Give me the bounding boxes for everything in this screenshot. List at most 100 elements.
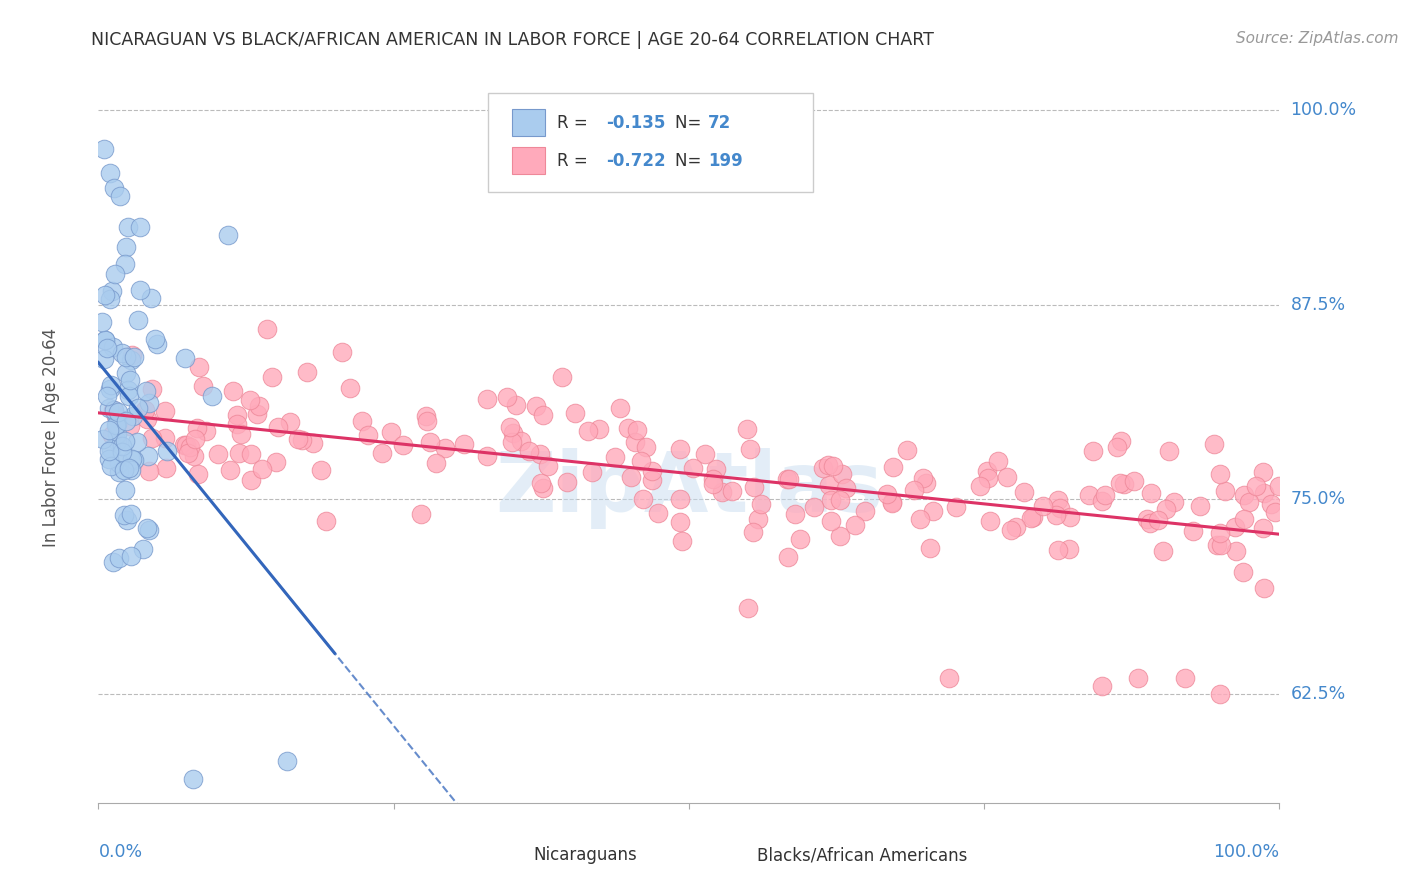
Point <box>1032 499 1054 513</box>
Point <box>124 350 146 364</box>
Point <box>1140 486 1163 500</box>
Point <box>155 460 177 475</box>
Point <box>100 378 122 392</box>
Point <box>371 446 394 460</box>
Point <box>112 508 135 522</box>
Point <box>669 442 692 456</box>
Point <box>246 407 269 421</box>
Point <box>108 551 131 566</box>
Text: N=: N= <box>675 152 706 169</box>
Point <box>186 421 208 435</box>
Point <box>1157 444 1180 458</box>
Point <box>1253 581 1275 595</box>
Point <box>104 409 127 423</box>
FancyBboxPatch shape <box>502 848 529 867</box>
Point <box>853 504 876 518</box>
Point <box>938 671 960 685</box>
Point <box>517 443 540 458</box>
Point <box>1232 566 1254 580</box>
Point <box>1005 519 1028 533</box>
Point <box>380 425 402 439</box>
Point <box>183 450 205 464</box>
Point <box>510 434 533 449</box>
Point <box>564 406 586 420</box>
Point <box>1251 521 1274 535</box>
Text: Blacks/African Americans: Blacks/African Americans <box>758 847 967 864</box>
Point <box>104 418 127 433</box>
Point <box>115 413 138 427</box>
Point <box>207 447 229 461</box>
Point <box>1091 679 1114 693</box>
Point <box>744 480 766 494</box>
Point <box>695 447 717 461</box>
Point <box>921 504 943 518</box>
Point <box>97 401 120 415</box>
Point <box>122 409 145 423</box>
Point <box>1049 500 1071 515</box>
Point <box>114 240 136 254</box>
Point <box>630 454 652 468</box>
Point <box>1000 523 1022 537</box>
Point <box>641 464 664 478</box>
Point <box>425 456 447 470</box>
Point <box>108 456 131 470</box>
Text: 0.0%: 0.0% <box>98 843 142 861</box>
Point <box>668 491 690 506</box>
Point <box>187 360 209 375</box>
Point <box>1233 488 1256 502</box>
Point <box>876 487 898 501</box>
Point <box>995 470 1018 484</box>
Point <box>173 438 195 452</box>
Point <box>776 472 799 486</box>
Text: -0.135: -0.135 <box>606 113 665 131</box>
Point <box>184 432 207 446</box>
Point <box>392 438 415 452</box>
Point <box>433 442 456 456</box>
Point <box>103 181 125 195</box>
Point <box>1225 543 1247 558</box>
Point <box>619 470 641 484</box>
Point <box>153 404 176 418</box>
Point <box>115 350 138 364</box>
Point <box>531 481 554 495</box>
Point <box>1209 538 1232 552</box>
Point <box>741 524 763 539</box>
Point <box>576 425 599 439</box>
Point <box>115 367 138 381</box>
Point <box>267 419 290 434</box>
Point <box>264 454 287 468</box>
FancyBboxPatch shape <box>727 848 752 867</box>
Point <box>120 507 142 521</box>
Point <box>501 435 523 450</box>
Point <box>588 422 610 436</box>
Point <box>987 453 1010 467</box>
Point <box>778 472 800 486</box>
Point <box>115 513 138 527</box>
Point <box>201 389 224 403</box>
Point <box>828 528 851 542</box>
Point <box>817 478 839 492</box>
Point <box>1223 519 1246 533</box>
Point <box>647 507 669 521</box>
Point <box>120 549 142 564</box>
Point <box>747 512 769 526</box>
Text: 72: 72 <box>707 113 731 131</box>
Point <box>221 384 243 399</box>
Point <box>1057 542 1080 557</box>
Text: In Labor Force | Age 20-64: In Labor Force | Age 20-64 <box>42 327 60 547</box>
Point <box>141 291 163 305</box>
Point <box>915 476 938 491</box>
Point <box>419 434 441 449</box>
Point <box>128 219 150 234</box>
Point <box>1047 543 1070 558</box>
Text: Nicaraguans: Nicaraguans <box>533 847 637 864</box>
Point <box>495 390 517 404</box>
Point <box>977 471 1000 485</box>
Point <box>918 541 941 555</box>
Point <box>720 484 742 499</box>
Point <box>737 601 759 615</box>
Point <box>276 754 298 768</box>
Point <box>101 427 124 442</box>
Point <box>105 427 128 442</box>
Point <box>1209 687 1232 701</box>
